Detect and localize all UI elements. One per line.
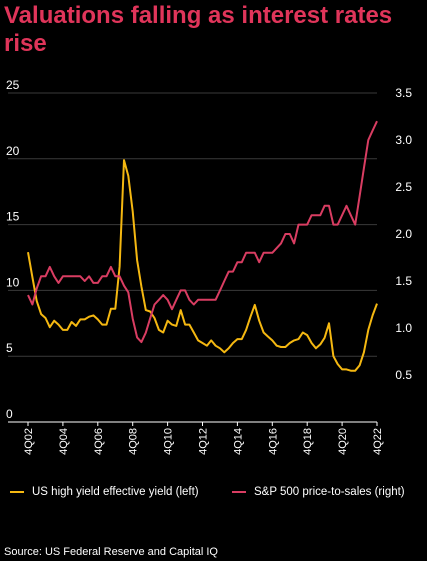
right-tick-label: 1.0	[395, 321, 412, 335]
right-tick-label: 3.5	[395, 86, 412, 100]
right-axis-ticks: 0.5 1.0 1.5 2.0 2.5 3.0 3.5	[395, 86, 412, 382]
right-tick-label: 2.5	[395, 180, 412, 194]
right-tick-label: 0.5	[395, 368, 412, 382]
right-tick-label: 3.0	[395, 133, 412, 147]
legend-label-yield: US high yield effective yield (left)	[32, 486, 199, 498]
left-tick-label: 25	[6, 78, 20, 92]
series-line-yield	[27, 159, 378, 372]
right-tick-label: 2.0	[395, 227, 412, 241]
legend: US high yield effective yield (left) S&P…	[0, 486, 427, 508]
left-tick-label: 5	[6, 341, 13, 355]
gridlines	[8, 92, 377, 423]
legend-swatch-ps	[232, 491, 246, 493]
legend-label-ps: S&P 500 price-to-sales (right)	[254, 486, 405, 498]
x-tick-label: 4Q04	[58, 428, 70, 455]
x-tick-label: 4Q16	[267, 428, 279, 455]
series-lines	[27, 120, 378, 372]
x-tick-label: 4Q10	[163, 428, 175, 455]
x-tick-label: 4Q14	[232, 428, 244, 455]
left-tick-label: 10	[6, 275, 20, 289]
x-tick-label: 4Q18	[302, 428, 314, 455]
left-tick-label: 15	[6, 210, 20, 224]
x-tick-label: 4Q22	[372, 428, 384, 455]
legend-item-yield: US high yield effective yield (left)	[10, 486, 199, 498]
chart-title: Valuations falling as interest rates ris…	[4, 2, 393, 57]
x-tick-label: 4Q12	[198, 428, 210, 455]
x-axis-ticks: 4Q02 4Q04 4Q06 4Q08 4Q10 4Q12 4Q14 4Q16 4Q18 4Q20…	[23, 422, 384, 455]
legend-item-ps: S&P 500 price-to-sales (right)	[232, 486, 405, 498]
legend-swatch-yield	[10, 491, 24, 493]
source-note: Source: US Federal Reserve and Capital I…	[4, 546, 218, 558]
right-tick-label: 1.5	[395, 274, 412, 288]
x-tick-label: 4Q02	[23, 428, 35, 455]
left-tick-label: 20	[6, 144, 20, 158]
x-tick-label: 4Q20	[337, 428, 349, 455]
x-tick-label: 4Q08	[128, 428, 140, 455]
left-axis-ticks: 0 5 10 15 20 25	[6, 78, 20, 421]
left-tick-label: 0	[6, 407, 13, 421]
series-line-price-to-sales	[27, 120, 378, 344]
x-tick-label: 4Q06	[93, 428, 105, 455]
